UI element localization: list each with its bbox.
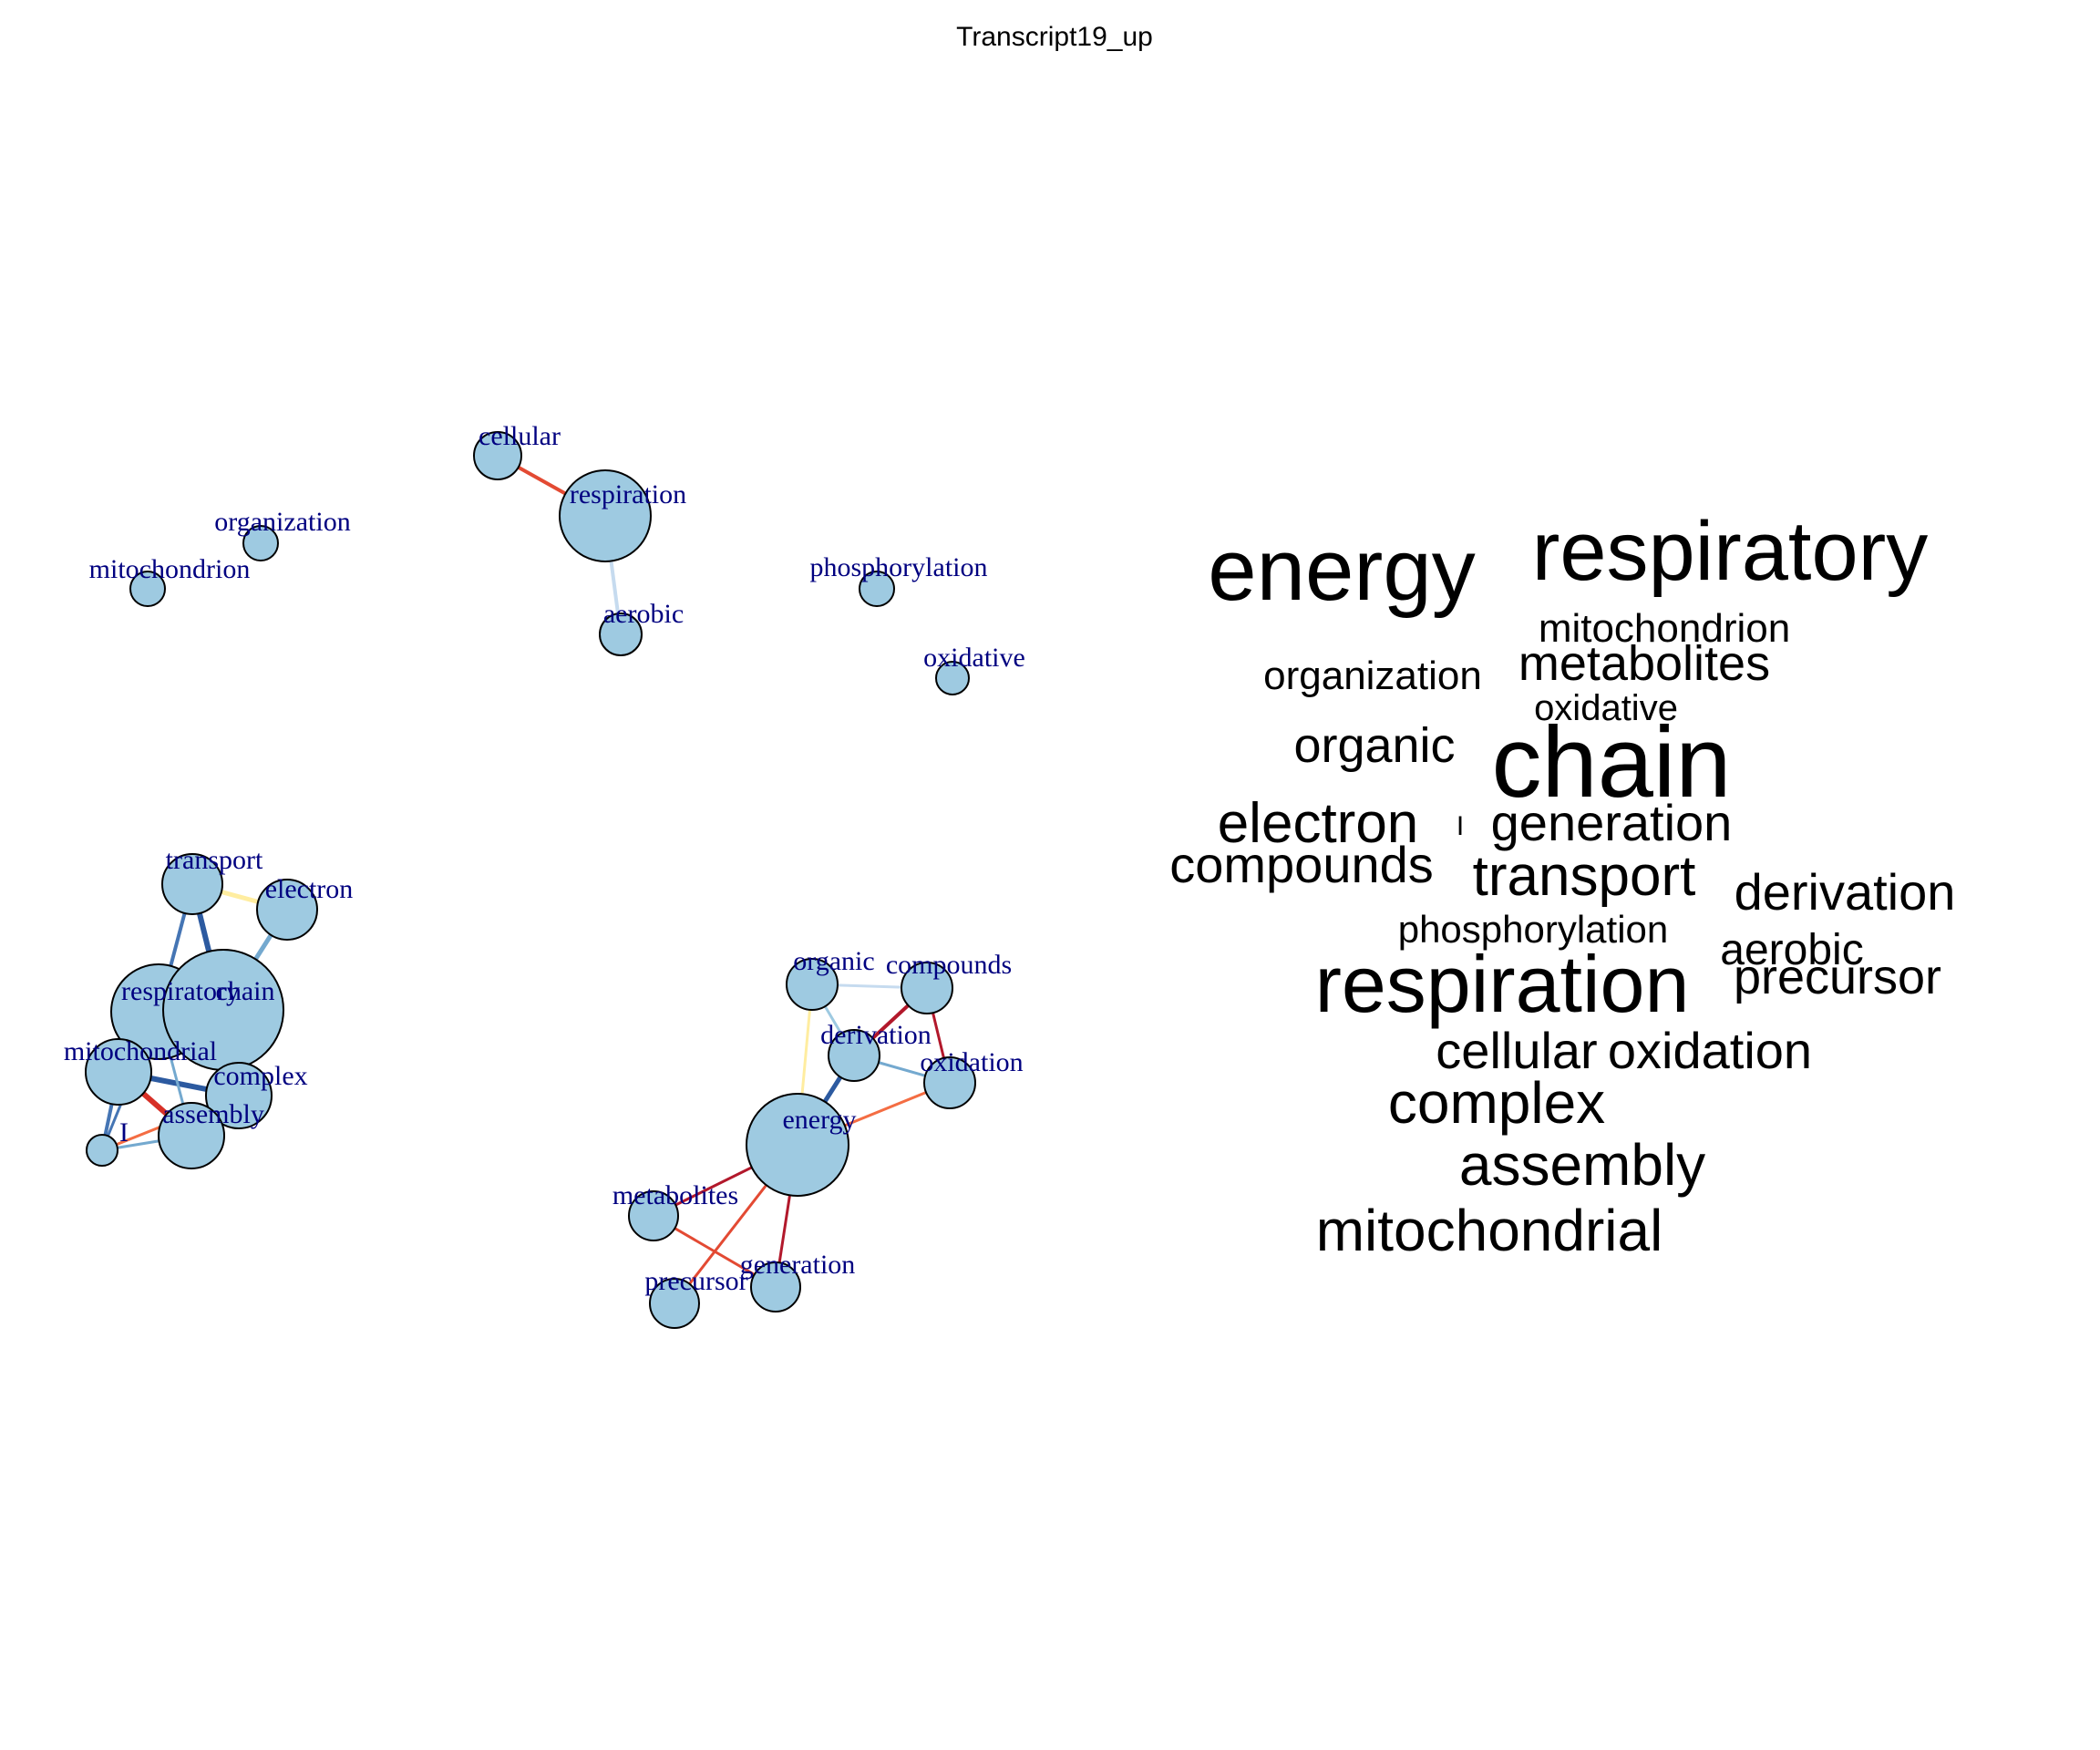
node-label-organic: organic: [793, 946, 874, 976]
node-label-assembly: assembly: [162, 1099, 264, 1129]
cloud-word-chain: chain: [1492, 706, 1732, 818]
cloud-word-respiratory: respiratory: [1532, 505, 1929, 598]
cloud-word-mitochondrion: mitochondrion: [1539, 606, 1790, 651]
cloud-word-i: I: [1457, 811, 1464, 841]
node-cellular: [473, 431, 522, 480]
node-organic: [786, 958, 839, 1011]
node-phosphorylation: [859, 571, 895, 607]
node-label-oxidative: oxidative: [923, 643, 1025, 673]
cloud-word-electron: electron: [1218, 792, 1419, 855]
cloud-word-energy: energy: [1208, 521, 1476, 619]
node-assembly: [158, 1102, 225, 1169]
cloud-word-oxidative: oxidative: [1534, 688, 1678, 728]
node-label-oxidation: oxidation: [920, 1047, 1023, 1077]
node-label-generation: generation: [740, 1250, 856, 1280]
node-label-transport: transport: [166, 845, 263, 875]
node-electron: [256, 879, 318, 941]
node-metabolites: [628, 1190, 679, 1241]
node-label-energy: energy: [782, 1105, 856, 1135]
cloud-word-respiration: respiration: [1315, 939, 1690, 1029]
node-energy: [746, 1093, 849, 1197]
node-precursor: [649, 1278, 700, 1329]
cloud-word-derivation: derivation: [1735, 863, 1956, 921]
node-label-precursor: precursor: [644, 1266, 747, 1296]
node-mitochondrion: [129, 571, 166, 607]
cloud-word-mitochondrial: mitochondrial: [1316, 1198, 1663, 1263]
cloud-word-phosphorylation: phosphorylation: [1398, 908, 1669, 951]
cloud-word-generation: generation: [1491, 794, 1733, 851]
node-aerobic: [599, 612, 643, 656]
cloud-word-aerobic: aerobic: [1720, 926, 1863, 974]
node-complex: [205, 1062, 273, 1129]
cloud-word-oxidation: oxidation: [1608, 1022, 1812, 1079]
cloud-word-cellular: cellular: [1436, 1022, 1597, 1079]
node-derivation: [828, 1029, 880, 1082]
cloud-word-assembly: assembly: [1459, 1132, 1705, 1198]
node-compounds: [901, 962, 953, 1014]
node-label-electron: electron: [265, 874, 354, 904]
node-respiration: [559, 469, 652, 562]
cloud-word-metabolites: metabolites: [1518, 636, 1770, 691]
cloud-word-compounds: compounds: [1169, 836, 1434, 893]
node-label-complex: complex: [213, 1061, 307, 1091]
cloud-word-organic: organic: [1293, 718, 1455, 773]
node-label-cellular: cellular: [479, 421, 561, 451]
node-oxidative: [935, 661, 970, 695]
node-label-metabolites: metabolites: [612, 1180, 738, 1210]
node-label-phosphorylation: phosphorylation: [810, 552, 988, 582]
node-i: [86, 1134, 118, 1167]
node-label-derivation: derivation: [820, 1020, 932, 1050]
node-label-organization: organization: [214, 507, 350, 537]
node-label-chain: chain: [216, 976, 275, 1006]
cloud-word-precursor: precursor: [1734, 950, 1941, 1004]
node-label-i: I: [119, 1117, 129, 1148]
node-label-respiratory: respiratory: [121, 976, 240, 1006]
node-generation: [750, 1261, 801, 1312]
node-label-compounds: compounds: [886, 950, 1012, 980]
node-label-aerobic: aerobic: [603, 599, 684, 629]
node-oxidation: [923, 1056, 976, 1109]
network-nodes: [85, 431, 976, 1329]
node-transport: [161, 853, 223, 915]
figure-title: Transcript19_up: [956, 22, 1153, 52]
node-organization: [242, 525, 279, 561]
node-label-mitochondrion: mitochondrion: [89, 554, 251, 584]
cloud-word-organization: organization: [1263, 654, 1482, 698]
node-label-respiration: respiration: [570, 479, 686, 510]
network-labels: cellular respiration aerobic organization mi…: [64, 421, 1025, 1296]
node-mitochondrial: [85, 1038, 152, 1106]
cloud-word-transport: transport: [1473, 845, 1696, 908]
node-label-mitochondrial: mitochondrial: [64, 1036, 217, 1066]
cloud-word-complex: complex: [1388, 1070, 1605, 1136]
